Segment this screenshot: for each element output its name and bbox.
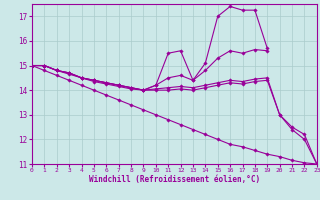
X-axis label: Windchill (Refroidissement éolien,°C): Windchill (Refroidissement éolien,°C) [89, 175, 260, 184]
